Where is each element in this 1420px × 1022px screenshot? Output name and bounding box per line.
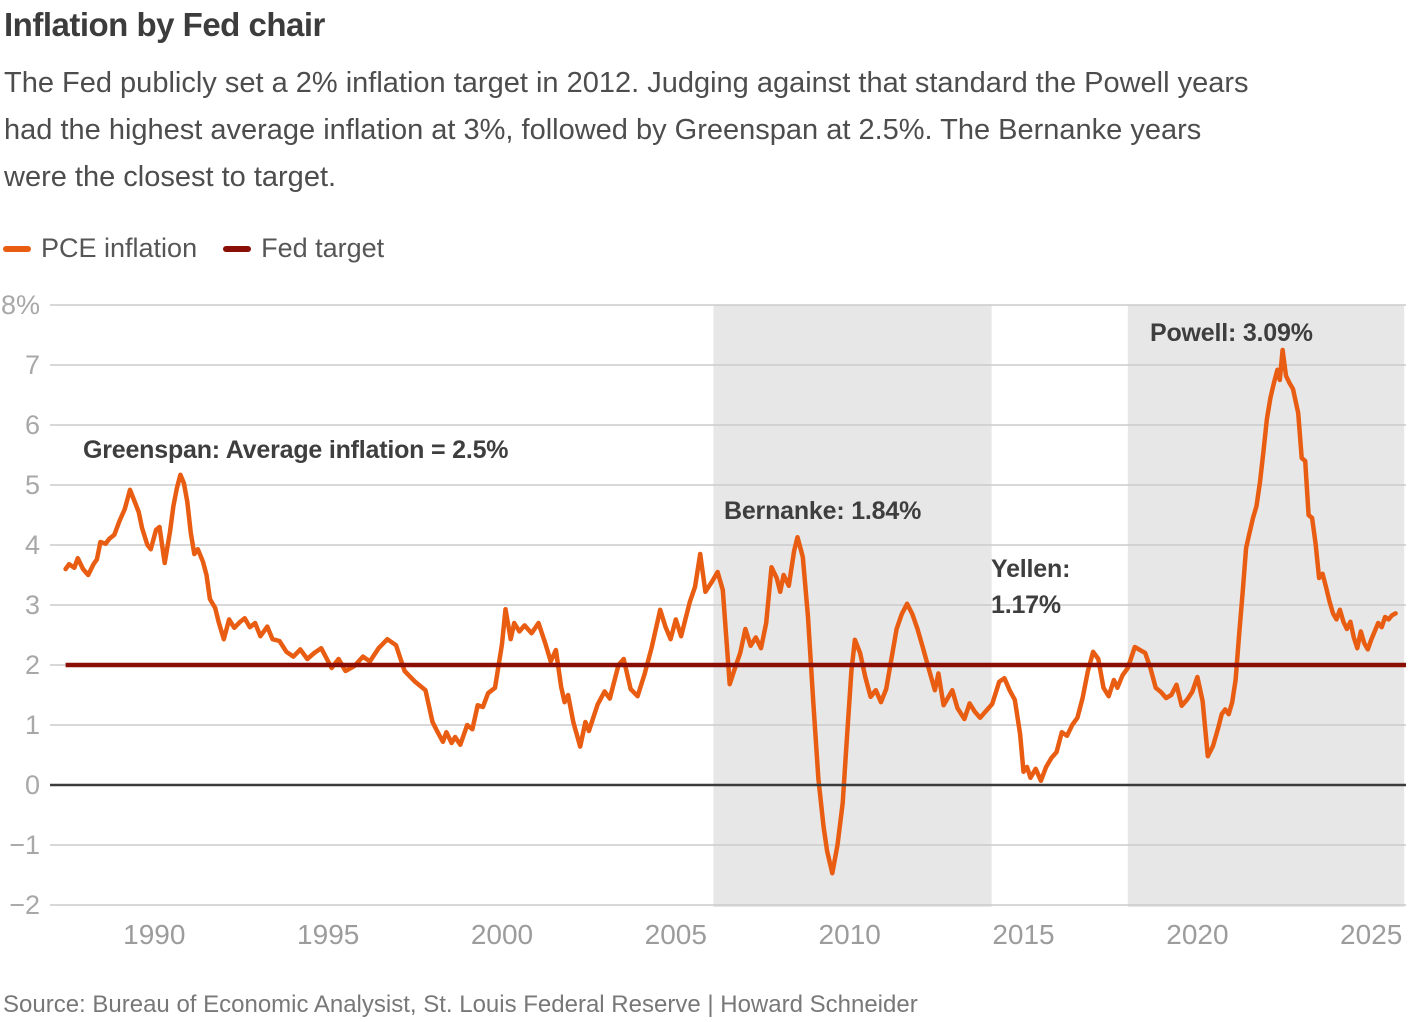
legend-label-fed-target: Fed target [261,233,385,263]
annotation-yellen: Yellen: 1.17% [991,551,1070,623]
x-axis-tick-label: 2010 [819,919,881,950]
y-axis-tick-label: 8% [1,290,40,320]
y-axis-tick-label: 3 [25,590,40,620]
y-axis-tick-label: 2 [25,650,40,680]
source-note: Source: Bureau of Economic Analysist, St… [3,991,918,1018]
annotation-yellen-line-2: 1.17% [991,591,1061,619]
y-axis-tick-label: 5 [25,470,40,500]
chart-subtitle: The Fed publicly set a 2% inflation targ… [4,60,1414,201]
annotation-greenspan: Greenspan: Average inflation = 2.5% [83,436,509,464]
y-axis-tick-label: 6 [25,410,40,440]
annotation-yellen-line-1: Yellen: [991,555,1071,583]
annotation-powell: Powell: 3.09% [1150,319,1313,347]
y-axis-tick-label: 1 [25,710,40,740]
x-axis-tick-label: 2020 [1166,919,1228,950]
annotation-bernanke: Bernanke: 1.84% [724,497,922,525]
x-axis-tick-label: 2015 [992,919,1054,950]
powell-era-band [1127,305,1405,907]
subtitle-line-3: were the closest to target. [4,161,337,193]
x-axis-tick-label: 2000 [471,919,533,950]
y-axis-tick-label: 4 [25,530,40,560]
fed-target-line-swatch [223,245,252,252]
pce-inflation-line [63,347,1398,876]
x-axis-tick-label: 2005 [645,919,707,950]
x-axis-tick-label: 1990 [123,919,185,950]
x-axis-tick-label: 2025 [1340,919,1402,950]
legend-label-pce-inflation: PCE inflation [41,233,198,263]
page-title: Inflation by Fed chair [4,6,325,43]
y-axis-tick-label: 0 [25,770,40,800]
subtitle-line-1: The Fed publicly set a 2% inflation targ… [4,67,1249,99]
bernanke-era-band [713,305,992,907]
x-axis-tick-label: 1995 [297,919,359,950]
subtitle-line-2: had the highest average inflation at 3%,… [4,114,1202,146]
chart-legend: PCE inflation Fed target [3,233,384,264]
y-axis-tick-label: −1 [9,830,40,860]
y-axis-tick-label: −2 [9,890,40,920]
pce-inflation-line-swatch [3,245,31,252]
y-axis-tick-label: 7 [25,350,40,380]
